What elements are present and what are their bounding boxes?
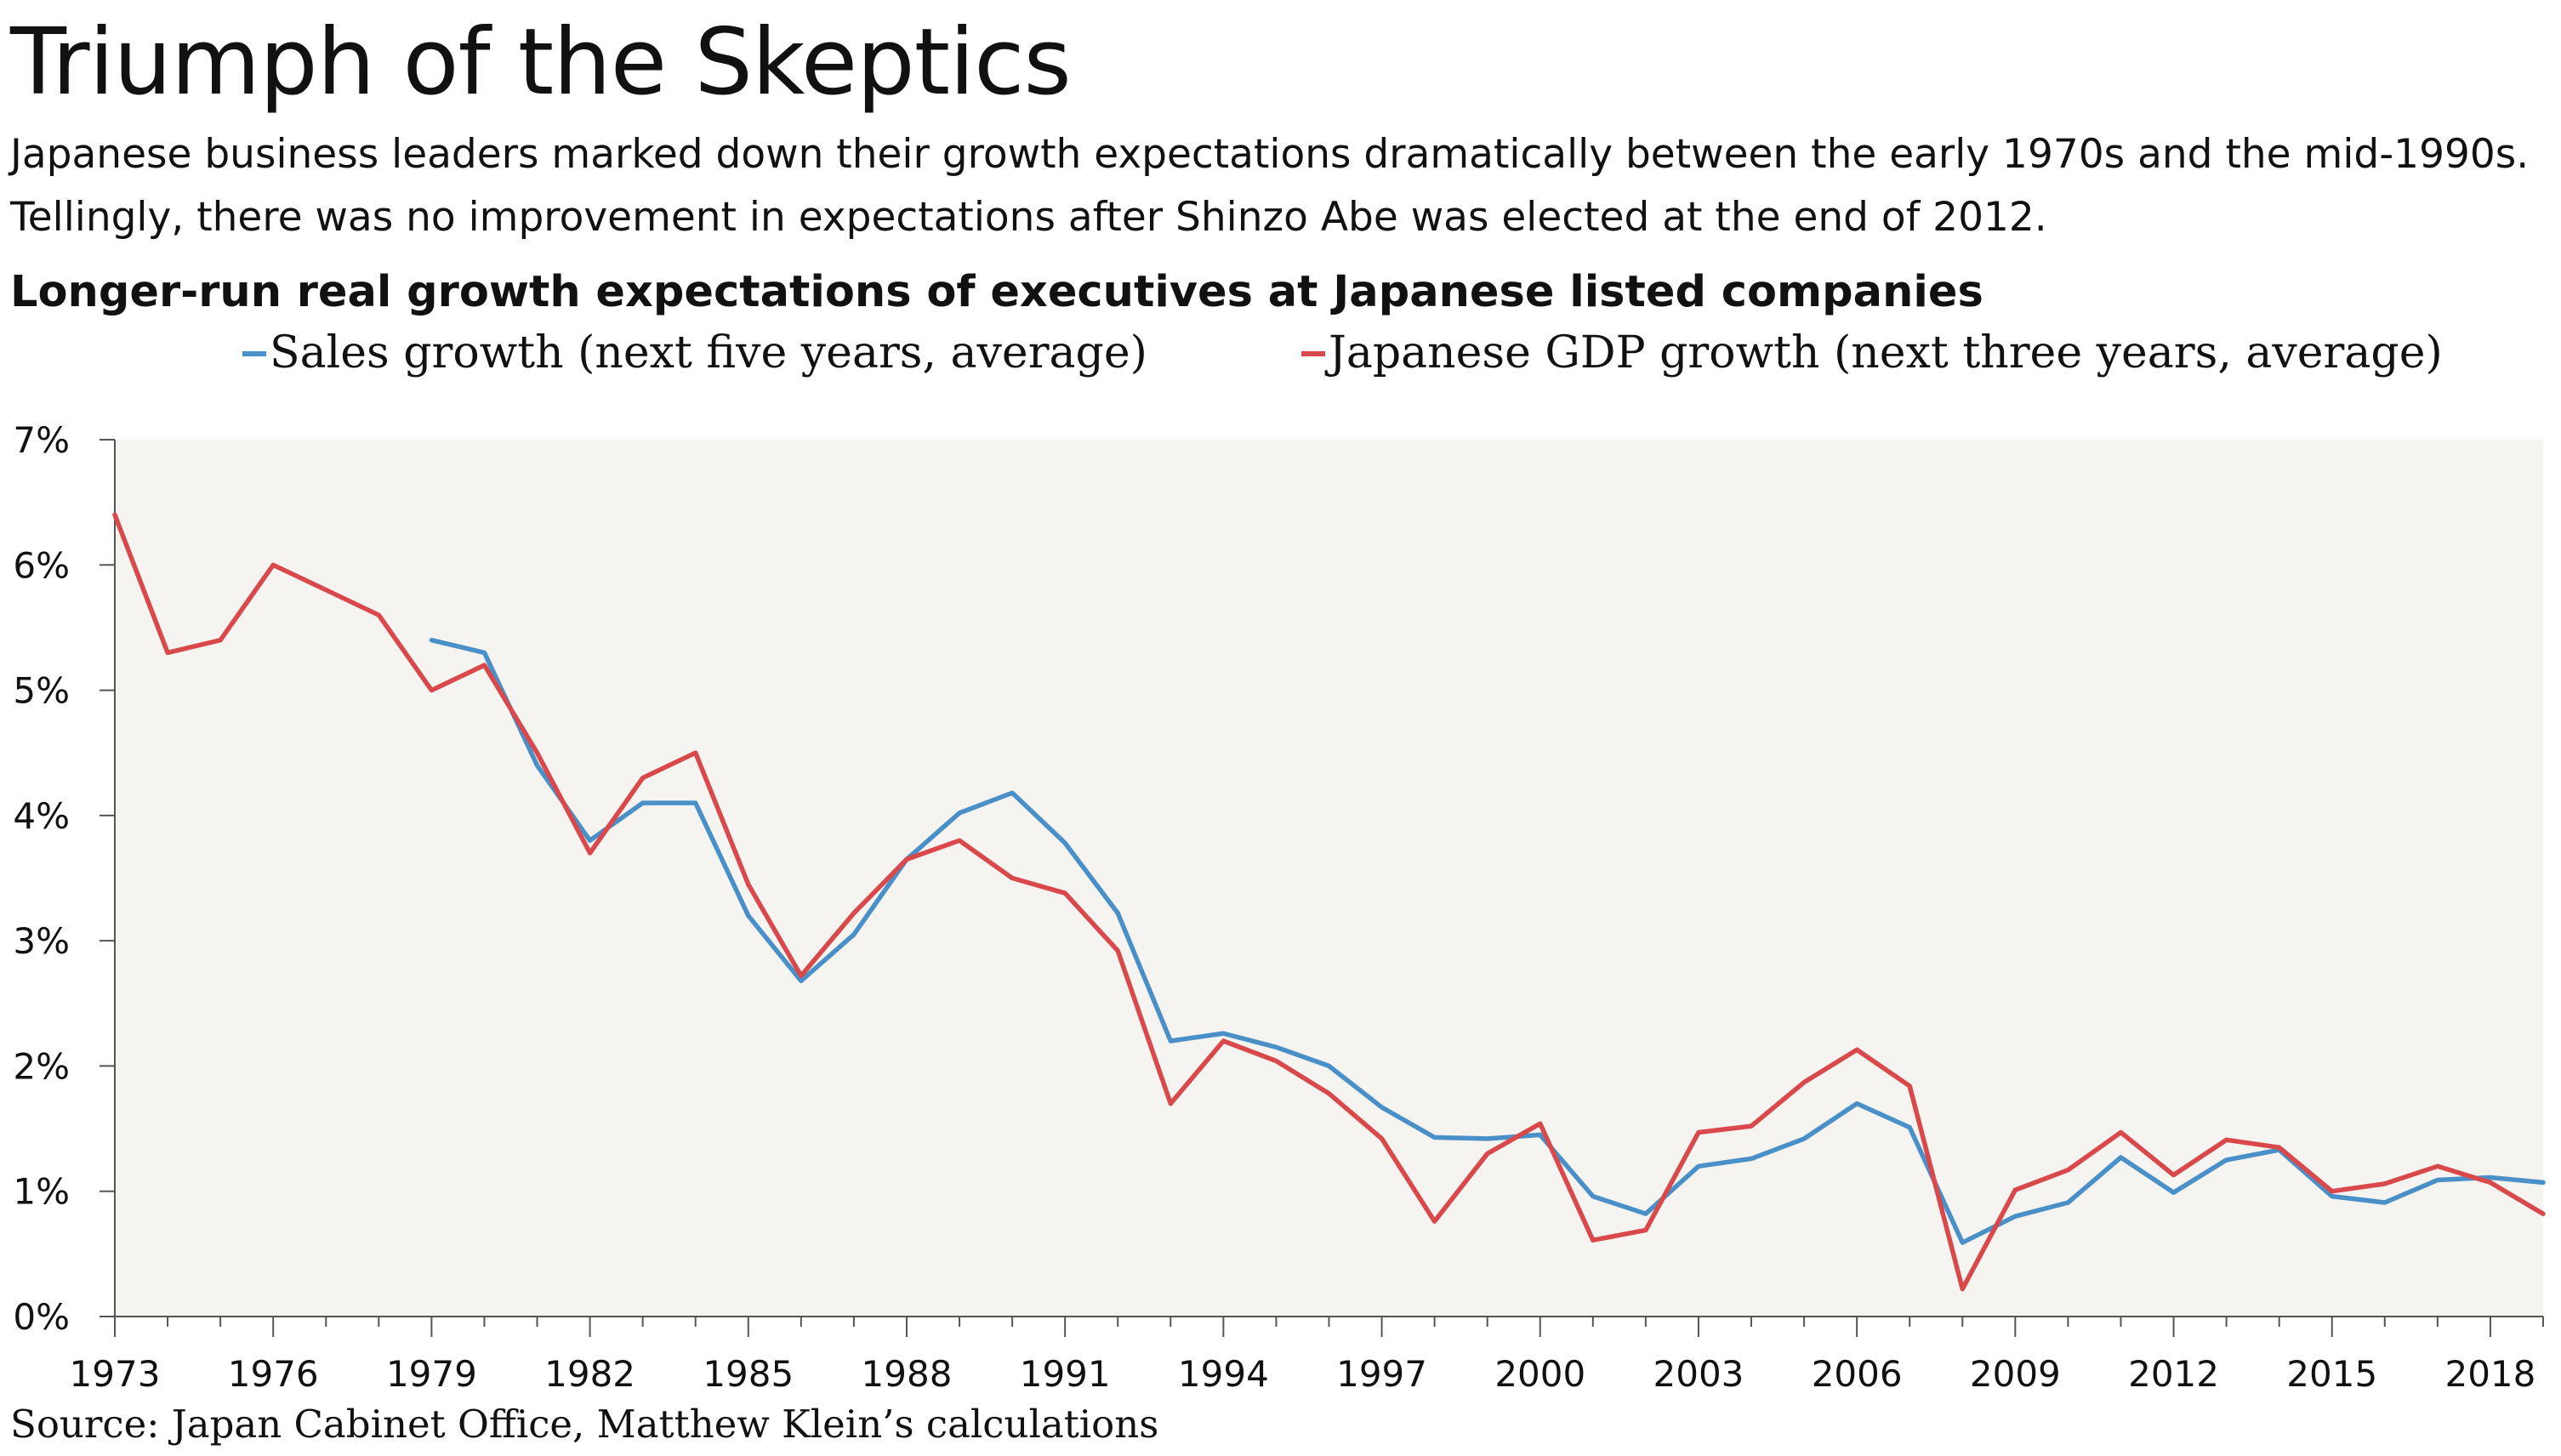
x-tick-label: 1979 bbox=[386, 1353, 477, 1395]
x-tick-label: 1976 bbox=[228, 1353, 319, 1395]
x-tick-label: 2012 bbox=[2128, 1353, 2219, 1395]
y-tick-label: 7% bbox=[13, 419, 70, 461]
x-tick-label: 1985 bbox=[703, 1353, 794, 1395]
x-tick-label: 2018 bbox=[2444, 1353, 2535, 1395]
gdp-growth-line bbox=[112, 512, 2546, 1292]
plot-area bbox=[115, 440, 2543, 1317]
x-tick-label: 1997 bbox=[1336, 1353, 1427, 1395]
x-tick-label: 2000 bbox=[1494, 1353, 1585, 1395]
y-tick-label: 0% bbox=[13, 1296, 70, 1338]
x-axis: 1973 1976 1979 1982 1985 1988 1991 1994 1997 2000… bbox=[70, 1316, 2544, 1395]
x-tick-label: 2015 bbox=[2286, 1353, 2377, 1395]
chart-title: Longer-run real growth expectations of e… bbox=[10, 267, 1983, 317]
page-title: Triumph of the Skeptics bbox=[10, 9, 1072, 116]
source-note: Source: Japan Cabinet Office, Matthew Kl… bbox=[10, 1402, 1159, 1447]
legend: Sales growth (next five years, average) J… bbox=[242, 327, 2443, 378]
x-tick-label: 2003 bbox=[1653, 1353, 1744, 1395]
legend-label-gdp: Japanese GDP growth (next three years, a… bbox=[1324, 327, 2443, 378]
y-axis: 0% 1% 2% 3% 4% 5% 6% 7% bbox=[13, 419, 116, 1338]
y-tick-label: 4% bbox=[13, 795, 70, 837]
x-tick-label: 2006 bbox=[1812, 1353, 1903, 1395]
y-tick-label: 3% bbox=[13, 920, 70, 962]
x-tick-label: 1988 bbox=[862, 1353, 953, 1395]
x-tick-label: 2009 bbox=[1970, 1353, 2061, 1395]
y-tick-label: 5% bbox=[13, 670, 70, 712]
sales-growth-line bbox=[429, 637, 2546, 1245]
x-tick-label: 1982 bbox=[544, 1353, 635, 1395]
x-tick-label: 1973 bbox=[70, 1353, 161, 1395]
y-tick-label: 1% bbox=[13, 1171, 70, 1213]
y-tick-label: 6% bbox=[13, 544, 70, 586]
x-tick-label: 1994 bbox=[1178, 1353, 1269, 1395]
x-tick-label: 1991 bbox=[1020, 1353, 1111, 1395]
legend-label-sales: Sales growth (next five years, average) bbox=[270, 327, 1147, 378]
series-layer bbox=[112, 512, 2546, 1292]
subtitle-line-1: Japanese business leaders marked down th… bbox=[10, 131, 2530, 178]
y-tick-label: 2% bbox=[13, 1045, 70, 1087]
subtitle-line-2: Tellingly, there was no improvement in e… bbox=[10, 194, 2047, 241]
